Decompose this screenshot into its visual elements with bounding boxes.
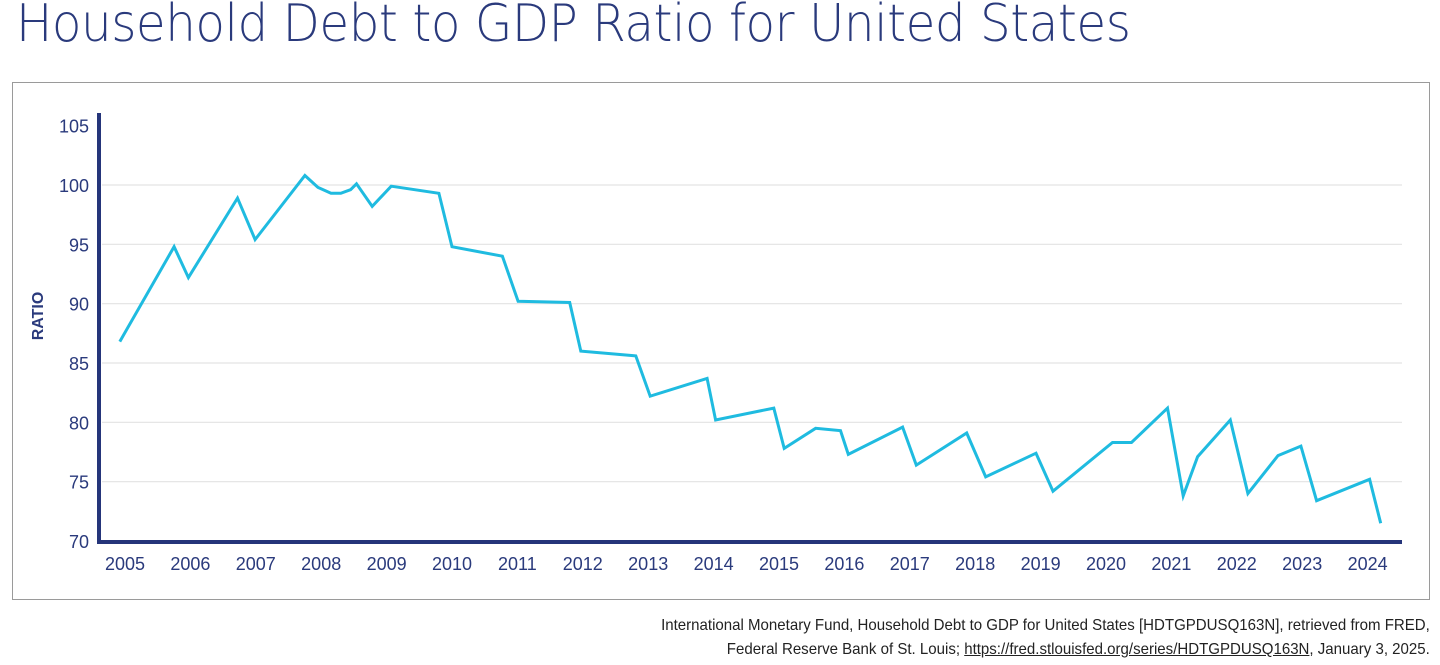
x-tick-label: 2023 bbox=[1282, 554, 1322, 574]
y-tick-label: 90 bbox=[69, 295, 89, 315]
series-line bbox=[118, 173, 1383, 524]
chart-frame bbox=[12, 82, 1430, 600]
y-tick-labels: 70 75 80 85 90 95 100 105 bbox=[59, 117, 89, 552]
y-axis-title: RATIO bbox=[30, 292, 47, 341]
x-tick-label: 2008 bbox=[301, 554, 341, 574]
source-suffix: , January 3, 2025. bbox=[1309, 641, 1430, 658]
y-tick-label: 105 bbox=[59, 117, 89, 137]
axes bbox=[97, 113, 1402, 544]
x-tick-label: 2016 bbox=[824, 554, 864, 574]
x-tick-label: 2013 bbox=[628, 554, 668, 574]
x-tick-label: 2005 bbox=[105, 554, 145, 574]
x-tick-label: 2024 bbox=[1348, 554, 1388, 574]
gridlines bbox=[102, 184, 1402, 483]
chart-title: Household Debt to GDP Ratio for United S… bbox=[16, 0, 1131, 54]
y-tick-label: 100 bbox=[59, 176, 89, 196]
x-tick-label: 2011 bbox=[498, 554, 537, 574]
source-prefix: Federal Reserve Bank of St. Louis; bbox=[726, 641, 965, 658]
x-tick-label: 2010 bbox=[432, 554, 472, 574]
x-tick-label: 2021 bbox=[1151, 554, 1191, 574]
source-line-1: International Monetary Fund, Household D… bbox=[661, 617, 1430, 634]
x-tick-label: 2019 bbox=[1021, 554, 1061, 574]
x-tick-label: 2009 bbox=[367, 554, 407, 574]
y-tick-label: 75 bbox=[69, 473, 89, 493]
x-tick-label: 2022 bbox=[1217, 554, 1257, 574]
x-tick-label: 2006 bbox=[170, 554, 210, 574]
x-tick-label: 2018 bbox=[955, 554, 995, 574]
y-tick-label: 85 bbox=[69, 354, 89, 374]
x-tick-label: 2017 bbox=[890, 554, 930, 574]
y-tick-label: 95 bbox=[69, 235, 89, 255]
y-tick-label: 80 bbox=[69, 413, 89, 433]
series-layer bbox=[118, 173, 1383, 524]
x-tick-label: 2007 bbox=[236, 554, 276, 574]
source-line-2: Federal Reserve Bank of St. Louis; https… bbox=[661, 638, 1430, 662]
x-tick-label: 2015 bbox=[759, 554, 799, 574]
source-note: International Monetary Fund, Household D… bbox=[661, 614, 1430, 662]
source-link[interactable]: https://fred.stlouisfed.org/series/HDTGP… bbox=[964, 641, 1310, 658]
x-tick-label: 2020 bbox=[1086, 554, 1126, 574]
y-tick-label: 70 bbox=[69, 532, 89, 552]
x-tick-label: 2012 bbox=[563, 554, 603, 574]
x-tick-label: 2014 bbox=[694, 554, 734, 574]
x-tick-labels: 2005 2006 2007 2008 2009 2010 2011 2012 2013 2014… bbox=[105, 554, 1388, 574]
